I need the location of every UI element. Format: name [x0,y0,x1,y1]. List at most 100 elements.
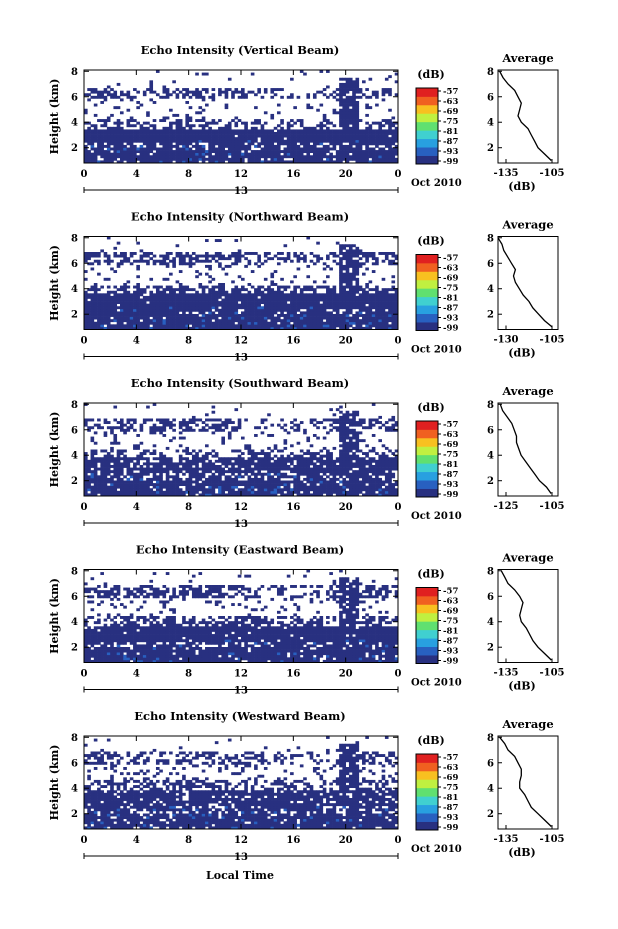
heatmap-cell [93,470,98,474]
heatmap-cell [113,155,118,159]
heatmap-cell [267,326,271,330]
heatmap-cell [211,139,216,143]
heatmap-cell [142,303,147,307]
heatmap-cell [388,316,392,320]
heatmap-cell [136,147,140,151]
heatmap-cell [178,467,183,471]
heatmap-cell [247,457,252,461]
heatmap-cell [312,280,317,284]
heatmap-cell [198,477,203,481]
heatmap-cell [169,483,173,487]
heatmap-cell [241,490,245,494]
heatmap-cell [309,488,314,492]
heatmap-cell [231,303,235,307]
heatmap-cell [126,160,131,164]
heatmap-cell [257,88,261,92]
heatmap-cell [116,139,121,143]
heatmap-cell [342,316,347,320]
heatmap-cell [280,480,284,484]
heatmap-cell [342,280,347,284]
heatmap-cell [103,308,108,312]
heatmap-cell [218,490,222,494]
heatmap-cell [133,285,137,289]
heatmap-cell [169,465,173,468]
heatmap-cell [159,137,163,141]
heatmap-cell [339,249,343,253]
heatmap-cell [110,477,114,481]
heatmap-cell [100,306,104,310]
heatmap-cell [103,326,108,330]
heatmap-cell [368,316,373,320]
heatmap-cell [218,93,222,97]
heatmap-cell [276,257,281,261]
heatmap-cell [113,490,118,494]
heatmap-cell [283,324,288,328]
heatmap-cell [352,111,356,115]
heatmap-cell [391,483,396,487]
heatmap-cell [388,465,392,468]
heatmap-cell [326,144,330,148]
heatmap-cell [178,126,183,130]
heatmap-cell [342,485,347,489]
heatmap-cell [293,142,297,146]
heatmap-cell [355,88,360,92]
heatmap-cell [142,493,147,497]
heatmap-cell [283,475,288,479]
heatmap-cell [290,155,294,159]
heatmap-cell [332,485,337,489]
heatmap-cell [260,462,265,466]
heatmap-cell [348,493,353,497]
heatmap-cell [90,449,95,453]
heatmap-cell [355,324,360,328]
heatmap-cell [97,295,101,299]
heatmap-cell [231,152,235,156]
heatmap-cell [129,493,134,497]
heatmap-cell [214,160,219,164]
heatmap-cell [227,124,232,128]
heatmap-cell [283,303,288,307]
heatmap-cell [371,459,376,463]
heatmap-cell [257,132,261,135]
heatmap-cell [303,126,307,130]
heatmap-cell [306,457,311,461]
heatmap-cell [119,150,124,154]
heatmap-cell [201,467,206,471]
heatmap-cell [106,285,111,289]
heatmap-cell [299,139,304,143]
heatmap-cell [159,147,163,151]
heatmap-cell [296,480,301,484]
heatmap-cell [139,144,144,148]
heatmap-cell [316,314,320,317]
heatmap-cell [303,467,307,471]
heatmap-cell [126,134,131,138]
heatmap-cell [227,126,232,130]
heatmap-cell [276,132,281,135]
heatmap-cell [365,301,369,305]
heatmap-cell [234,308,239,312]
heatmap-cell [169,303,173,307]
heatmap-cell [326,290,330,294]
heatmap-cell [87,93,91,97]
heatmap-cell [97,324,101,328]
heatmap-cell [362,475,366,479]
heatmap-cell [133,311,137,315]
heatmap-cell [84,252,88,255]
heatmap-cell [116,480,121,484]
heatmap-cell [309,126,314,130]
heatmap-cell [113,270,118,274]
heatmap-cell [149,257,154,261]
heatmap-cell [97,475,101,479]
heatmap-cell [152,321,157,325]
heatmap-cell [241,295,245,299]
heatmap-cell [103,134,108,138]
heatmap-cell [93,283,98,286]
heatmap-cell [345,134,350,138]
heatmap-cell [286,160,291,164]
heatmap-cell [339,139,343,143]
heatmap-cell [208,490,212,494]
heatmap-cell [231,290,235,294]
heatmap-cell [247,144,252,148]
heatmap-cell [126,308,131,312]
heatmap-cell [263,155,268,159]
heatmap-cell [381,277,386,281]
